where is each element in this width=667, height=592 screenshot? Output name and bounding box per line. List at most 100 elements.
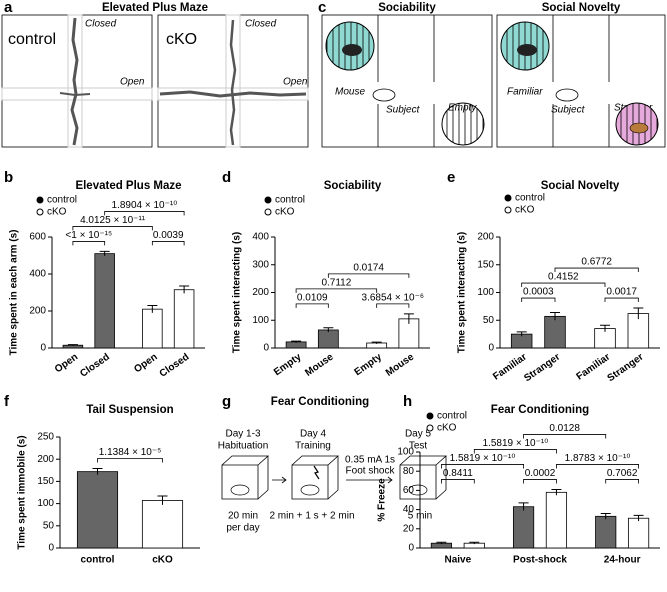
mouse-icon <box>342 44 362 56</box>
legend-label: cKO <box>275 207 295 218</box>
duration-label: 2 min + 1 s + 2 min <box>269 511 354 522</box>
chart: b Elevated Plus Maze Time spent in each ar… <box>4 169 205 380</box>
mouse-icon <box>517 44 537 56</box>
divider <box>552 15 610 147</box>
p-value: 1.8904 × 10⁻¹⁰ <box>112 200 178 211</box>
x-tick-label: Post-shock <box>513 555 567 566</box>
maze-arm <box>67 14 83 148</box>
y-tick-label: 400 <box>252 232 269 243</box>
y-tick-label: 80 <box>403 466 415 477</box>
x-tick-label: control <box>81 555 115 566</box>
y-tick-label: 150 <box>477 259 494 270</box>
legend-marker <box>264 196 272 204</box>
y-tick-label: 0 <box>48 543 54 554</box>
stage-label: Training <box>295 441 331 452</box>
error-bar <box>99 250 110 256</box>
panel-c: c Sociability Mouse Subject Empty Social… <box>318 0 666 148</box>
day-label: Day 1-3 <box>225 429 260 440</box>
shock-icon <box>313 465 320 480</box>
y-axis-title: Time spent interacting (s) <box>232 232 243 354</box>
x-tick-label: Empty <box>353 351 385 378</box>
subject-label: Subject <box>551 105 586 116</box>
y-tick-label: 200 <box>252 287 269 298</box>
bar <box>76 471 119 549</box>
x-tick-label: Mouse <box>384 351 417 378</box>
panel-letter: h <box>403 393 412 410</box>
error-bar <box>600 512 611 520</box>
x-tick-label: 24-hour <box>604 555 641 566</box>
chamber <box>399 455 448 500</box>
significance-bracket <box>327 273 410 278</box>
p-value: 0.7112 <box>321 278 351 289</box>
significance-bracket <box>151 241 185 246</box>
arm-label: Open <box>283 77 308 88</box>
chart-title: Social Novelty <box>541 180 620 192</box>
bar <box>141 500 184 549</box>
y-tick-label: 200 <box>37 454 54 465</box>
significance-bracket <box>72 241 106 246</box>
y-tick-label: 0 <box>263 343 269 354</box>
y-tick-label: 600 <box>29 232 46 243</box>
p-value: 0.0017 <box>606 287 637 298</box>
legend-marker <box>426 424 434 432</box>
bar <box>142 308 163 349</box>
bar <box>545 491 568 549</box>
significance-bracket <box>523 434 607 439</box>
arrow <box>272 476 393 484</box>
y-axis-title: % Freeze <box>377 478 388 522</box>
panel-letter: d <box>222 169 231 186</box>
significance-bracket <box>605 479 639 484</box>
shock-label: Foot shock <box>346 466 396 477</box>
significance-bracket <box>376 303 410 308</box>
legend-label: control <box>47 195 77 206</box>
legend-label: cKO <box>515 205 535 216</box>
error-bar <box>323 327 334 333</box>
chamber <box>221 455 270 500</box>
bar <box>627 517 650 549</box>
y-tick-label: 50 <box>483 315 495 326</box>
significance-bracket <box>604 297 639 303</box>
legend-label: cKO <box>437 423 457 434</box>
x-tick-label: Open <box>132 352 159 376</box>
error-bar <box>550 311 560 321</box>
legend-marker <box>504 206 512 214</box>
group-label: cKO <box>166 31 197 48</box>
panel-letter: e <box>447 169 455 186</box>
p-value: 0.7062 <box>607 468 638 479</box>
panel-letter: f <box>4 393 10 410</box>
y-tick-label: 0 <box>408 543 414 554</box>
chart-title: Sociability <box>324 180 382 192</box>
chart-title: Tail Suspension <box>86 404 173 416</box>
stage-label: Habituation <box>218 441 269 452</box>
legend-marker <box>36 196 44 204</box>
x-tick-label: Closed <box>78 352 112 380</box>
error-bar <box>551 488 562 496</box>
bar <box>173 289 195 349</box>
p-value: 1.8783 × 10⁻¹⁰ <box>565 453 631 464</box>
p-value: 0.0003 <box>523 287 554 298</box>
y-axis-title: Time spent interacting (s) <box>457 232 468 354</box>
significance-bracket <box>97 458 163 463</box>
y-axis-title: Time spent immobile (s) <box>17 435 28 549</box>
mouse-icon <box>629 122 649 134</box>
significance-bracket <box>295 288 378 293</box>
significance-bracket <box>523 479 557 484</box>
p-value: 0.0128 <box>549 423 580 434</box>
panel-title: Social Novelty <box>542 2 621 14</box>
error-bar <box>67 344 78 346</box>
cage-label: Familiar <box>507 87 543 98</box>
error-bar <box>403 313 414 324</box>
y-tick-label: 100 <box>252 315 269 326</box>
group-label: control <box>8 31 56 48</box>
x-tick-label: Open <box>53 352 80 376</box>
error-bar <box>633 514 644 522</box>
chamber <box>291 455 340 500</box>
error-bar <box>633 307 644 320</box>
x-tick-label: Mouse <box>303 351 336 378</box>
panel-letter: c <box>318 0 326 16</box>
y-tick-label: 400 <box>29 269 46 280</box>
arm-label: Open <box>120 77 145 88</box>
significance-bracket <box>521 282 606 288</box>
panel-letter: b <box>4 169 13 186</box>
